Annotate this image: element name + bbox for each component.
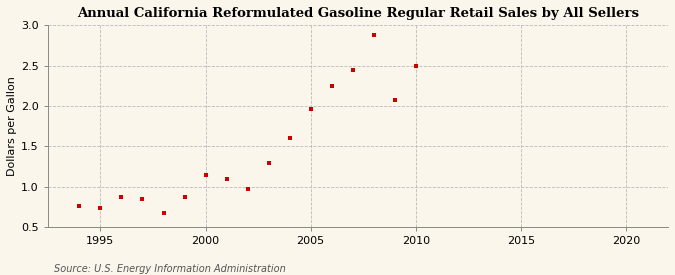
Y-axis label: Dollars per Gallon: Dollars per Gallon <box>7 76 17 176</box>
Text: Source: U.S. Energy Information Administration: Source: U.S. Energy Information Administ… <box>54 264 286 274</box>
Title: Annual California Reformulated Gasoline Regular Retail Sales by All Sellers: Annual California Reformulated Gasoline … <box>77 7 639 20</box>
